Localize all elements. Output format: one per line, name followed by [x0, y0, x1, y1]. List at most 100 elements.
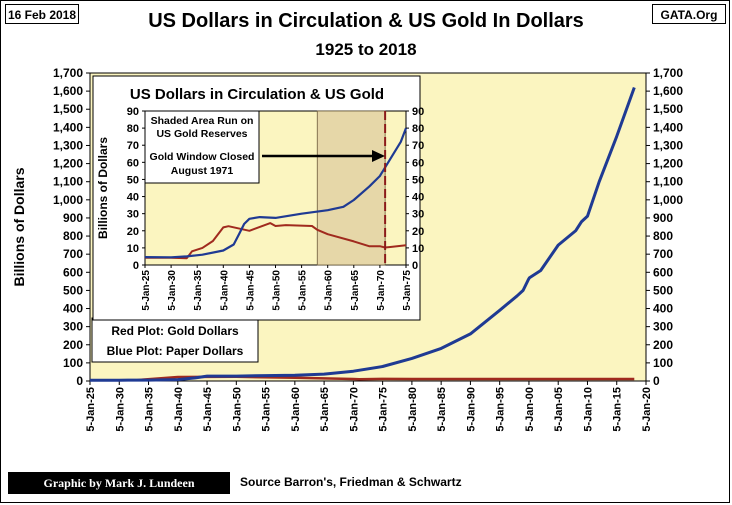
x-tick-label: 5-Jan-55: [261, 387, 273, 432]
y-axis-label: Billions of Dollars: [11, 167, 27, 286]
inset-y-tick-label-left: 0: [133, 260, 139, 272]
paper-dollars-line: [89, 86, 636, 382]
x-tick-label: 5-Jan-90: [465, 387, 477, 432]
chart-title: US Dollars in Circulation & US Gold In D…: [148, 10, 584, 32]
y-tick-label-left: 500: [63, 283, 83, 297]
y-tick-label-left: 1,200: [53, 157, 83, 171]
x-tick-label: 5-Jan-00: [524, 387, 536, 432]
inset-y-tick-label-left: 40: [127, 192, 139, 204]
x-tick-label: 5-Jan-70: [348, 387, 360, 432]
y-tick-label-right: 0: [653, 374, 660, 388]
annotation-box: [144, 110, 260, 184]
inset-title: US Dollars in Circulation & US Gold: [130, 86, 384, 103]
source-label: Source Barron's, Friedman & Schwartz: [240, 475, 462, 489]
y-tick-label-left: 1,100: [53, 175, 83, 189]
chart-subtitle: 1925 to 2018: [315, 40, 417, 59]
x-tick-label: 5-Jan-40: [173, 387, 185, 432]
inset-x-tick-label: 5-Jan-35: [193, 270, 204, 311]
inset-x-tick-label: 5-Jan-75: [402, 270, 413, 311]
y-tick-label-left: 800: [63, 229, 83, 243]
inset-x-tick-label: 5-Jan-55: [298, 270, 309, 311]
inset-y-tick-label-right: 30: [412, 209, 424, 221]
inset-y-tick-label-left: 10: [127, 243, 139, 255]
gold-window-label-line1: Gold Window Closed: [150, 151, 255, 163]
y-tick-label-left: 1,300: [53, 138, 83, 152]
x-tick-label: 5-Jan-80: [407, 387, 419, 432]
y-tick-label-left: 1,500: [53, 102, 83, 116]
x-tick-label: 5-Jan-20: [641, 387, 653, 432]
annotation-arrow-head: [372, 150, 385, 162]
y-tick-label-right: 1,400: [653, 120, 683, 134]
y-tick-label-left: 1,400: [53, 120, 83, 134]
legend-red-label: Red Plot: Gold Dollars: [111, 324, 239, 338]
y-tick-label-left: 1,700: [53, 66, 83, 80]
inset-y-tick-label-left: 60: [127, 157, 139, 169]
inset-x-tick-label: 5-Jan-60: [324, 270, 335, 311]
x-tick-label: 5-Jan-15: [612, 387, 624, 432]
inset-y-axis-label: Billions of Dollars: [96, 137, 110, 239]
x-tick-label: 5-Jan-60: [290, 387, 302, 432]
y-tick-label-right: 600: [653, 265, 673, 279]
x-tick-label: 5-Jan-05: [553, 387, 565, 432]
x-tick-label: 5-Jan-45: [202, 387, 214, 432]
y-tick-label-right: 1,000: [653, 193, 683, 207]
gold-window-label-line2: August 1971: [171, 165, 234, 177]
inset-paper-dollars-line: [144, 127, 408, 259]
inset-x-tick-label: 5-Jan-30: [167, 270, 178, 311]
brand-badge: GATA.Org: [652, 4, 726, 24]
inset-x-tick-label: 5-Jan-45: [245, 270, 256, 311]
y-tick-label-left: 700: [63, 247, 83, 261]
y-tick-label-left: 100: [63, 356, 83, 370]
inset-gold-dollars-line: [145, 222, 407, 260]
inset-y-tick-label-right: 90: [412, 106, 424, 118]
inset-y-tick-label-right: 70: [412, 140, 424, 152]
inset-y-tick-label-right: 0: [412, 260, 418, 272]
y-tick-label-right: 1,600: [653, 84, 683, 98]
y-tick-label-right: 900: [653, 211, 673, 225]
inset-y-tick-label-left: 30: [127, 209, 139, 221]
y-tick-label-left: 600: [63, 265, 83, 279]
x-tick-label: 5-Jan-75: [378, 387, 390, 432]
inset-y-tick-label-left: 90: [127, 106, 139, 118]
inset-x-tick-label: 5-Jan-65: [350, 270, 361, 311]
inset-y-tick-label-left: 80: [127, 123, 139, 135]
y-tick-label-left: 300: [63, 320, 83, 334]
y-tick-label-right: 500: [653, 283, 673, 297]
y-tick-label-right: 1,100: [653, 175, 683, 189]
x-tick-label: 5-Jan-10: [582, 387, 594, 432]
inset-x-tick-label: 5-Jan-25: [141, 270, 152, 311]
y-tick-label-right: 1,500: [653, 102, 683, 116]
date-badge: 16 Feb 2018: [5, 4, 79, 24]
inset-x-tick-label: 5-Jan-70: [376, 270, 387, 311]
inset-y-tick-label-left: 50: [127, 174, 139, 186]
y-tick-label-left: 200: [63, 338, 83, 352]
y-tick-label-right: 700: [653, 247, 673, 261]
y-tick-label-left: 0: [76, 374, 83, 388]
inset-y-tick-label-right: 10: [412, 243, 424, 255]
x-tick-label: 5-Jan-85: [436, 387, 448, 432]
y-tick-label-right: 400: [653, 302, 673, 316]
inset-y-tick-label-right: 80: [412, 123, 424, 135]
y-tick-label-right: 1,700: [653, 66, 683, 80]
inset-x-tick-label: 5-Jan-50: [272, 270, 283, 311]
y-tick-label-left: 1,600: [53, 84, 83, 98]
x-tick-label: 5-Jan-65: [319, 387, 331, 432]
y-tick-label-right: 800: [653, 229, 673, 243]
y-tick-label-left: 400: [63, 302, 83, 316]
x-tick-label: 5-Jan-35: [144, 387, 156, 432]
inset-y-tick-label-right: 40: [412, 192, 424, 204]
y-tick-label-right: 100: [653, 356, 673, 370]
inset-shaded-area: [316, 110, 386, 266]
inset-x-tick-label: 5-Jan-40: [219, 270, 230, 311]
inset-y-tick-label-left: 70: [127, 140, 139, 152]
y-tick-label-right: 1,200: [653, 157, 683, 171]
y-tick-label-right: 200: [653, 338, 673, 352]
x-tick-label: 5-Jan-50: [231, 387, 243, 432]
x-tick-label: 5-Jan-25: [85, 387, 97, 432]
shaded-area-label-line1: Shaded Area Run on: [151, 115, 254, 127]
shaded-area-label-line2: US Gold Reserves: [156, 128, 247, 140]
x-tick-label: 5-Jan-95: [495, 387, 507, 432]
inset-y-tick-label-left: 20: [127, 226, 139, 238]
